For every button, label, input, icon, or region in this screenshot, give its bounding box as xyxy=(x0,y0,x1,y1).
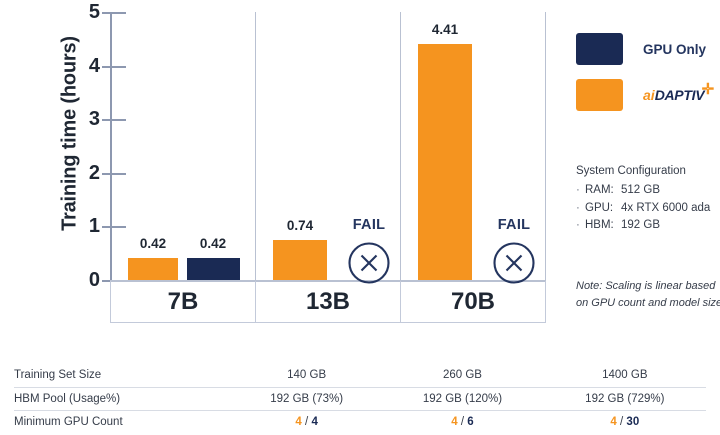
y-tick-label-1: 1 xyxy=(88,215,100,238)
legend-swatch-gpu-only xyxy=(576,33,623,65)
table-cell-hbm-pool-70b: 192 GB (729%) xyxy=(543,386,706,410)
table-row-header-minimum-gpu-count: Minimum GPU Count xyxy=(14,409,232,433)
system-config-value-ram: 512 GB xyxy=(621,183,660,196)
y-axis-line xyxy=(110,12,112,281)
gpu-count-separator-70b: / xyxy=(620,415,624,428)
plus-icon: ✛ xyxy=(701,81,715,98)
y-tick-1 xyxy=(102,226,126,229)
summary-table: Training Set Size 140 GB 260 GB 1400 GB … xyxy=(14,364,706,433)
table-cell-gpu-count-7b: 4 / 4 xyxy=(232,409,382,433)
system-config-key-gpu: GPU: xyxy=(585,201,614,214)
aidaptiv-logo: aiDAPTIV ✛ xyxy=(643,81,714,103)
system-config-value-hbm: 192 GB xyxy=(621,219,660,232)
legend-label-gpu-only: GPU Only xyxy=(643,41,707,57)
circle-x-icon-70b xyxy=(493,242,535,284)
y-tick-label-3: 3 xyxy=(88,108,100,131)
table-row-training-set-size: Training Set Size 140 GB 260 GB 1400 GB xyxy=(14,364,706,387)
system-configuration-block: System Configuration · RAM: 512 GB · GPU… xyxy=(576,163,710,235)
system-configuration-row-gpu: · GPU: 4x RTX 6000 ada xyxy=(576,200,710,218)
bar-70b-aidaptiv[interactable] xyxy=(418,43,472,280)
bar-label-7b-aidaptiv: 0.42 xyxy=(139,236,167,251)
footnote-text: Note: Scaling is linear based on GPU cou… xyxy=(576,280,720,309)
y-tick-5 xyxy=(102,12,126,14)
fail-label-13b: FAIL xyxy=(352,217,386,233)
gpu-count-gpu-only-13b: 6 xyxy=(467,415,474,428)
bar-label-13b-aidaptiv: 0.74 xyxy=(286,218,314,233)
y-tick-label-2: 2 xyxy=(88,161,100,184)
gpu-count-aidaptiv-7b: 4 xyxy=(295,415,302,428)
aidaptiv-logo-prefix: ai xyxy=(643,87,655,103)
legend-swatch-aidaptiv xyxy=(576,79,623,111)
system-configuration-row-hbm: · HBM: 192 GB xyxy=(576,217,710,235)
fail-label-70b: FAIL xyxy=(497,217,531,233)
table-row-minimum-gpu-count: Minimum GPU Count 4 / 4 4 / 6 4 / 30 xyxy=(14,409,706,433)
y-tick-label-4: 4 xyxy=(88,54,100,77)
table-cell-gpu-count-13b: 4 / 6 xyxy=(381,409,544,433)
gpu-count-aidaptiv-13b: 4 xyxy=(451,415,458,428)
bar-13b-aidaptiv[interactable] xyxy=(273,240,327,280)
y-axis-title: Training time (hours) xyxy=(58,36,81,231)
bar-label-7b-gpu-only: 0.42 xyxy=(199,236,227,251)
legend-item-gpu-only[interactable]: GPU Only xyxy=(576,33,706,65)
category-cell-13b: 13B xyxy=(256,281,401,322)
table-cell-training-set-size-13b: 260 GB xyxy=(442,369,482,382)
y-tick-4 xyxy=(102,65,126,68)
system-configuration-title: System Configuration xyxy=(576,165,686,177)
y-tick-2 xyxy=(102,172,126,175)
bullet-icon-hbm: · xyxy=(576,219,580,232)
category-divider-2 xyxy=(400,12,401,281)
system-config-value-gpu: 4x RTX 6000 ada xyxy=(621,201,711,214)
gpu-count-separator-7b: / xyxy=(305,415,309,428)
bullet-icon-gpu: · xyxy=(576,201,580,214)
table-row-header-training-set-size: Training Set Size xyxy=(14,369,102,382)
y-tick-label-0: 0 xyxy=(88,269,100,291)
table-cell-hbm-pool-7b: 192 GB (73%) xyxy=(232,386,382,410)
system-config-key-ram: RAM: xyxy=(585,183,614,196)
table-cell-training-set-size-7b: 140 GB xyxy=(287,369,327,382)
plot-right-edge xyxy=(545,12,546,281)
bar-label-70b-aidaptiv: 4.41 xyxy=(431,22,459,37)
circle-x-icon-13b xyxy=(348,242,390,284)
category-cell-70b: 70B xyxy=(450,287,496,315)
chart-plot-area: 5 4 3 2 1 0 0.42 0.42 0.74 FAIL 4.41 FAI… xyxy=(89,2,546,290)
legend-item-aidaptiv[interactable]: aiDAPTIV ✛ xyxy=(576,79,714,111)
bar-7b-gpu-only[interactable] xyxy=(187,257,240,280)
system-config-key-hbm: HBM: xyxy=(585,219,614,232)
system-configuration-row-ram: · RAM: 512 GB xyxy=(576,182,710,200)
y-tick-label-5: 5 xyxy=(88,1,100,23)
gpu-count-gpu-only-70b: 30 xyxy=(626,415,640,428)
gpu-count-gpu-only-7b: 4 xyxy=(311,415,318,428)
category-axis-row: 7B 13B 70B xyxy=(110,281,546,323)
table-cell-training-set-size-70b: 1400 GB xyxy=(602,369,648,382)
category-divider-1 xyxy=(255,12,256,281)
category-cell-7b: 7B xyxy=(111,281,256,322)
table-cell-hbm-pool-13b: 192 GB (120%) xyxy=(381,386,544,410)
table-row-header-hbm-pool: HBM Pool (Usage%) xyxy=(14,386,232,410)
gpu-count-aidaptiv-70b: 4 xyxy=(610,415,617,428)
gpu-count-separator-13b: / xyxy=(460,415,465,428)
aidaptiv-logo-name: DAPTIV xyxy=(654,87,705,103)
table-row-hbm-pool: HBM Pool (Usage%) 192 GB (73%) 192 GB (1… xyxy=(14,386,706,410)
chart-legend: GPU Only aiDAPTIV ✛ xyxy=(576,33,714,125)
x-axis-baseline xyxy=(110,280,546,282)
y-tick-3 xyxy=(102,119,126,122)
table-cell-gpu-count-70b: 4 / 30 xyxy=(543,409,706,433)
bullet-icon-ram: · xyxy=(576,183,580,196)
bar-7b-aidaptiv[interactable] xyxy=(128,257,178,280)
